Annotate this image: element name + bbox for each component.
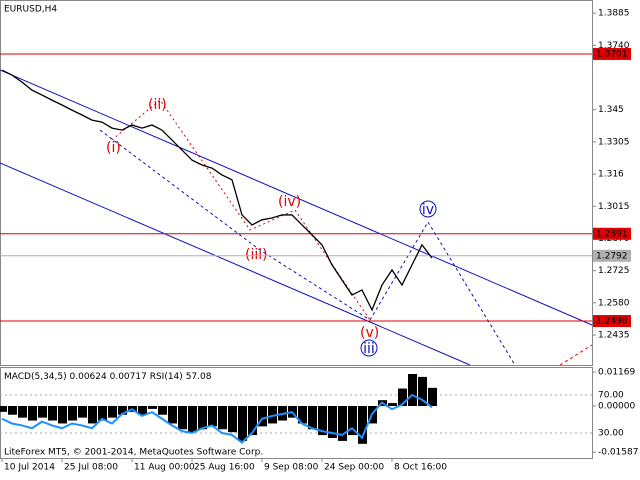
level-label: 1.3701 bbox=[596, 49, 628, 59]
macd-bar bbox=[118, 406, 127, 415]
y-tick-label: 1.3885 bbox=[598, 9, 630, 19]
macd-bar bbox=[208, 406, 217, 427]
chart-title: EURUSD,H4 bbox=[4, 5, 57, 15]
y-tick-label: 0.00000 bbox=[598, 402, 635, 412]
x-tick-label: 25 Aug 16:00 bbox=[194, 463, 255, 473]
macd-bar bbox=[88, 406, 97, 424]
forecast-path bbox=[559, 344, 593, 366]
macd-bar bbox=[98, 406, 107, 421]
wave-label: iii bbox=[363, 341, 375, 357]
macd-bar bbox=[168, 406, 177, 424]
x-tick-label: 11 Aug 00:00 bbox=[134, 463, 195, 473]
macd-bar bbox=[78, 406, 87, 418]
macd-bar bbox=[228, 406, 237, 433]
level-label: 1.2792 bbox=[596, 251, 628, 261]
x-tick-label: 9 Sep 08:00 bbox=[264, 463, 319, 473]
macd-bar bbox=[258, 406, 267, 427]
level-label: 1.2891 bbox=[596, 229, 628, 239]
level-box bbox=[593, 47, 631, 60]
copyright: LiteForex MT5, © 2001-2014, MetaQuotes S… bbox=[4, 448, 263, 458]
y-tick-label: -0.01587 bbox=[598, 448, 638, 458]
macd-bar bbox=[108, 406, 117, 418]
x-tick-label: 25 Jul 08:00 bbox=[64, 463, 118, 473]
y-tick-label: 1.2580 bbox=[598, 298, 630, 308]
macd-bar bbox=[308, 406, 317, 430]
y-tick-label: 1.345 bbox=[598, 105, 624, 115]
macd-bar bbox=[148, 406, 157, 409]
reading: 57.08 bbox=[186, 372, 212, 382]
wave-label: (iv) bbox=[278, 194, 301, 210]
macd-bar bbox=[248, 406, 257, 436]
y-tick-label: 1.316 bbox=[598, 170, 624, 180]
macd-bar bbox=[38, 406, 47, 418]
y-tick-label: 0.01169 bbox=[598, 368, 635, 378]
macd-bar bbox=[218, 406, 227, 430]
macd-bar bbox=[348, 406, 357, 436]
macd-bar bbox=[28, 406, 37, 421]
macd-bar bbox=[178, 406, 187, 430]
price-panel bbox=[0, 0, 593, 366]
wave-label: (i) bbox=[106, 140, 121, 156]
level-box bbox=[593, 227, 631, 240]
forecast-path bbox=[369, 221, 516, 366]
macd-bar bbox=[58, 406, 67, 424]
macd-bar bbox=[8, 406, 17, 415]
x-tick-label: 8 Oct 16:00 bbox=[394, 463, 447, 473]
indicator-legend: MACD(5,34,5) 0.00624 0.00717 RSI(14) 57.… bbox=[4, 372, 212, 382]
y-tick-label: 1.2725 bbox=[598, 266, 630, 276]
wave-path bbox=[99, 129, 371, 321]
macd-bar bbox=[0, 406, 7, 412]
macd-bar bbox=[68, 406, 77, 421]
macd-bar bbox=[138, 406, 147, 415]
wave-circle bbox=[360, 339, 378, 357]
y2-tick-label: 30.00 bbox=[598, 429, 624, 439]
macd-bar bbox=[428, 387, 437, 406]
legend-entry: MACD(5,34,5) bbox=[4, 372, 67, 382]
wave-label: iv bbox=[422, 202, 434, 218]
macd-bar bbox=[328, 406, 337, 438]
channel-line bbox=[0, 69, 593, 326]
channel-line bbox=[0, 162, 471, 366]
macd-bar bbox=[418, 376, 427, 406]
macd-bar bbox=[18, 406, 27, 418]
x-tick-label: 24 Sep 00:00 bbox=[324, 463, 384, 473]
legend-entry: RSI(14) bbox=[150, 372, 183, 382]
y-tick-label: 1.3740 bbox=[598, 41, 630, 51]
level-box bbox=[593, 249, 631, 262]
macd-bar bbox=[388, 403, 397, 406]
reading: 0.00624 bbox=[70, 372, 107, 382]
macd-bar bbox=[338, 406, 347, 441]
macd-bar bbox=[298, 406, 307, 424]
price-line bbox=[1, 69, 433, 312]
macd-bar bbox=[188, 406, 197, 433]
macd-bar bbox=[48, 406, 57, 421]
macd-bar bbox=[358, 406, 367, 444]
wave-label: (v) bbox=[360, 325, 379, 341]
level-label: 1.2498 bbox=[596, 317, 628, 327]
y-tick-label: 1.3015 bbox=[598, 202, 630, 212]
rsi-line bbox=[1, 393, 433, 444]
y-tick-label: 1.3305 bbox=[598, 137, 630, 147]
wave-circle bbox=[419, 200, 437, 218]
reading: 0.00717 bbox=[110, 372, 147, 382]
y2-tick-label: 70.00 bbox=[598, 391, 624, 401]
macd-bar bbox=[238, 406, 247, 441]
macd-bar bbox=[198, 406, 207, 430]
macd-bar bbox=[268, 406, 277, 424]
subwave-path bbox=[111, 99, 371, 321]
macd-bar bbox=[398, 388, 407, 406]
level-box bbox=[593, 315, 631, 328]
x-tick-label: 10 Jul 2014 bbox=[4, 463, 55, 473]
macd-bar bbox=[158, 406, 167, 415]
wave-label: (iii) bbox=[245, 247, 268, 263]
macd-bar bbox=[408, 374, 417, 406]
macd-bar bbox=[318, 406, 327, 436]
wave-label: (ii) bbox=[148, 97, 167, 113]
y-tick-label: 1.2435 bbox=[598, 331, 630, 341]
